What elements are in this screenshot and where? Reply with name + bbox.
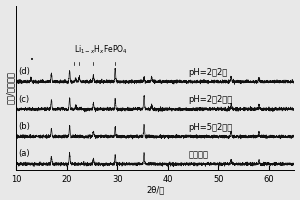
Text: •: • <box>30 57 34 63</box>
Text: pH=5，2小时: pH=5，2小时 <box>188 123 232 132</box>
Text: (d): (d) <box>18 67 30 76</box>
Text: (a): (a) <box>18 149 30 158</box>
Text: (c): (c) <box>18 95 29 104</box>
Text: (b): (b) <box>18 122 30 131</box>
Y-axis label: 强度/自然单位: 强度/自然单位 <box>6 71 15 104</box>
X-axis label: 2θ/度: 2θ/度 <box>146 185 164 194</box>
Text: Li$_{1-x}$H$_x$FePO$_4$: Li$_{1-x}$H$_x$FePO$_4$ <box>74 44 128 56</box>
Text: pH=2，2小时: pH=2，2小时 <box>188 95 232 104</box>
Text: 磷酸鐵锂: 磷酸鐵锂 <box>188 150 208 159</box>
Text: pH=2，2天: pH=2，2天 <box>188 68 227 77</box>
